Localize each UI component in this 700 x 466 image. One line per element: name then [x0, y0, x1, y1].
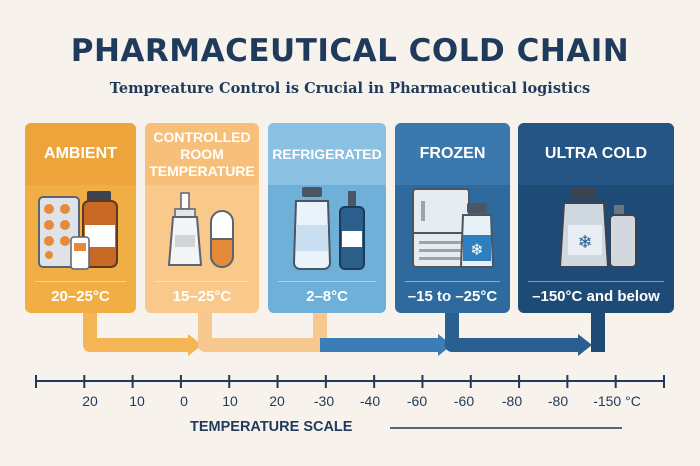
- panel-ambient-title: AMBIENT: [25, 123, 136, 185]
- arrow-ambient: [83, 310, 190, 352]
- svg-text:❄: ❄: [577, 232, 592, 253]
- page-title: PHARMACEUTICAL COLD CHAIN: [70, 33, 630, 69]
- panel-ultra-cold-title: ULTRA COLD: [518, 123, 674, 185]
- tick-label: 10: [222, 393, 238, 409]
- tick-label: 20: [82, 393, 98, 409]
- temperature-scale-label: TEMPERATURE SCALE: [190, 419, 353, 435]
- panel-ambient: AMBIENT 20–25°C: [25, 123, 136, 313]
- tick-label: -150 °C: [593, 393, 641, 409]
- panel-controlled-room-title: CONTROLLED ROOM TEMPERATURE: [145, 123, 259, 185]
- tick-label: 0: [180, 393, 188, 409]
- arrowhead-frozen: [578, 334, 592, 356]
- arrowhead-ambient: [188, 334, 202, 356]
- panel-controlled-room: CONTROLLED ROOM TEMPERATURE 15–25°C: [145, 123, 259, 313]
- panel-refrigerated-range: 2–8°C: [306, 287, 348, 305]
- tick-marks: [35, 375, 665, 388]
- arrow-controlled: [198, 310, 327, 352]
- page-subtitle: Tempreature Control is Crucial in Pharma…: [109, 80, 591, 97]
- tick-label: 10: [129, 393, 145, 409]
- vial-dropper-icon: [292, 187, 365, 270]
- tick-label: -80: [501, 393, 523, 409]
- ultra-cold-vials-icon: ❄: [558, 187, 637, 268]
- tick-label: -40: [359, 393, 381, 409]
- tick-label: 20: [269, 393, 285, 409]
- panel-refrigerated: REFRIGERATED 2–8°C: [268, 123, 386, 313]
- panel-refrigerated-title: REFRIGERATED: [268, 123, 386, 185]
- pill-blister-bottle-icon: [38, 191, 118, 270]
- tick-label: -60: [406, 393, 428, 409]
- nasal-spray-capsule-icon: [167, 192, 234, 268]
- tick-label: -60: [453, 393, 475, 409]
- panel-ambient-range: 20–25°C: [51, 287, 110, 305]
- panel-controlled-room-range: 15–25°C: [172, 287, 232, 305]
- panel-frozen-title: FROZEN: [395, 123, 510, 185]
- arrow-frozen: [445, 310, 580, 352]
- panel-frozen: FROZEN ❄ –15 to –25°C: [395, 123, 510, 313]
- tick-label: -80: [547, 393, 569, 409]
- freezer-vial-icon: ❄: [412, 188, 495, 268]
- panel-ultra-cold: ULTRA COLD ❄ –150°C and below: [518, 123, 674, 313]
- svg-text:❄: ❄: [470, 240, 483, 259]
- panel-frozen-range: –15 to –25°C: [407, 287, 498, 305]
- tick-label: -30: [313, 393, 335, 409]
- panel-ultra-cold-range: –150°C and below: [532, 287, 660, 305]
